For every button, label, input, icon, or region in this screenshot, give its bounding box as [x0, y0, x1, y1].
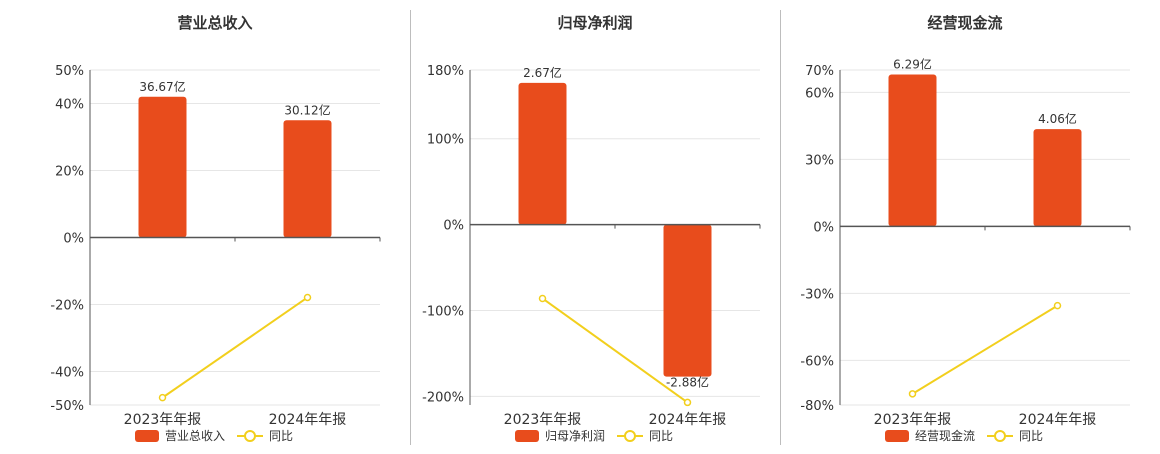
- yoy-point: [1053, 301, 1062, 310]
- bar: [283, 120, 332, 238]
- bar: [1033, 129, 1082, 227]
- chart-svg: 归母净利润 180% 100% 0% -100% -200% 2.67亿 -2.88亿 2023…: [422, 14, 761, 443]
- bar: [663, 224, 712, 377]
- legend-bar-swatch: [885, 430, 909, 442]
- x-category-label: 2024年年报: [649, 412, 727, 428]
- y-tick-label: -40%: [50, 366, 84, 381]
- yoy-point: [158, 393, 167, 402]
- x-category-label: 2024年年报: [269, 412, 347, 428]
- chart-panel-revenue: 营业总收入 50% 40% 20% 0% -20% -40% -50% 36.67亿 30.12亿…: [30, 0, 390, 450]
- y-tick-label: 0%: [443, 219, 464, 234]
- legend-line-marker: [244, 430, 256, 442]
- y-tick-label: 100%: [427, 133, 464, 148]
- legend-line-label: 同比: [269, 429, 293, 443]
- x-category-label: 2023年年报: [504, 412, 582, 428]
- legend-line-marker: [994, 430, 1006, 442]
- y-tick-label: 180%: [427, 64, 464, 79]
- legend-bar-label: 经营现金流: [915, 428, 975, 443]
- panel-divider: [410, 10, 411, 445]
- x-category-label: 2023年年报: [124, 412, 202, 428]
- bar-data-label: 6.29亿: [893, 56, 932, 71]
- y-tick-label: 30%: [805, 153, 834, 168]
- legend-bar-swatch: [515, 430, 539, 442]
- bar: [138, 96, 187, 238]
- y-tick-label: 0%: [63, 232, 84, 247]
- chart-panel-net-profit: 归母净利润 180% 100% 0% -100% -200% 2.67亿 -2.88亿 2023…: [410, 0, 770, 450]
- chart-svg: 营业总收入 50% 40% 20% 0% -20% -40% -50% 36.67亿 30.12亿…: [50, 14, 381, 443]
- yoy-point: [303, 293, 312, 302]
- y-tick-label: -100%: [422, 305, 464, 320]
- legend-bar-swatch: [135, 430, 159, 442]
- legend-bar-label: 营业总收入: [165, 429, 225, 443]
- y-tick-label: -20%: [50, 299, 84, 314]
- legend-line-marker: [624, 430, 636, 442]
- bar: [518, 82, 567, 225]
- yoy-line: [911, 304, 1059, 395]
- chart-panel-cashflow: 经营现金流 70% 60% 30% 0% -30% -60% -80% 6.29亿 4.06亿 20…: [780, 0, 1140, 450]
- y-tick-label: 20%: [55, 165, 84, 180]
- bar-data-label: 4.06亿: [1038, 111, 1077, 126]
- yoy-point: [683, 398, 692, 407]
- chart-title: 经营现金流: [927, 14, 1002, 32]
- bar: [888, 74, 937, 227]
- y-tick-label: 50%: [55, 64, 84, 79]
- y-tick-label: -50%: [50, 399, 84, 414]
- chart-svg: 经营现金流 70% 60% 30% 0% -30% -60% -80% 6.29亿 4.06亿 20…: [800, 14, 1131, 443]
- yoy-line: [541, 297, 689, 404]
- panel-divider: [780, 10, 781, 445]
- bar-data-label: 2.67亿: [523, 65, 562, 80]
- bar-data-label: 36.67亿: [139, 79, 185, 94]
- bar-data-label: 30.12亿: [284, 102, 330, 117]
- yoy-point: [908, 390, 917, 398]
- legend-line-label: 同比: [649, 429, 673, 443]
- y-tick-label: -200%: [422, 390, 464, 405]
- chart-title: 营业总收入: [177, 14, 252, 32]
- y-tick-label: -60%: [800, 354, 834, 369]
- legend-bar-label: 归母净利润: [545, 429, 605, 443]
- y-tick-label: 70%: [805, 64, 834, 79]
- chart-title: 归母净利润: [557, 14, 632, 32]
- y-tick-label: -30%: [800, 287, 834, 302]
- x-category-label: 2024年年报: [1019, 412, 1097, 428]
- legend-line-label: 同比: [1019, 429, 1043, 443]
- yoy-line: [161, 296, 309, 399]
- x-category-label: 2023年年报: [874, 412, 952, 428]
- y-tick-label: 0%: [813, 220, 834, 235]
- y-tick-label: 60%: [805, 86, 834, 101]
- y-tick-label: -80%: [800, 399, 834, 414]
- y-tick-label: 40%: [55, 98, 84, 113]
- bar-data-label: -2.88亿: [666, 375, 709, 390]
- yoy-point: [538, 294, 547, 303]
